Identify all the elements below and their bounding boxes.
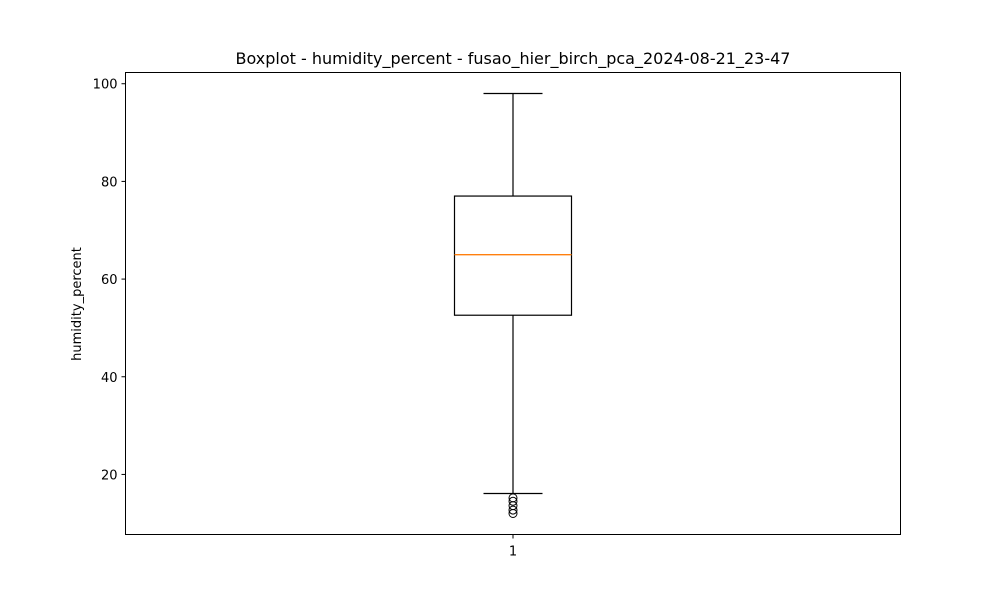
- outlier-point: [508, 496, 518, 506]
- y-tick-label: 60: [101, 273, 118, 288]
- axis-ticks: 20 40 60 80 100 1: [93, 78, 517, 560]
- y-tick-label: 20: [101, 468, 118, 483]
- outlier-point: [508, 509, 518, 518]
- y-tick-label: 40: [101, 371, 118, 386]
- y-tick-label: 100: [93, 78, 118, 93]
- outlier-point: [508, 505, 518, 515]
- iqr-box: [453, 195, 573, 316]
- plot-area-frame: [125, 72, 901, 535]
- y-axis-label: humidity_percent: [70, 247, 85, 361]
- chart-title: Boxplot - humidity_percent - fusao_hier_…: [236, 49, 791, 69]
- x-tick-label: 1: [509, 545, 517, 560]
- y-tick-label: 80: [101, 175, 118, 190]
- box-group: [453, 92, 573, 518]
